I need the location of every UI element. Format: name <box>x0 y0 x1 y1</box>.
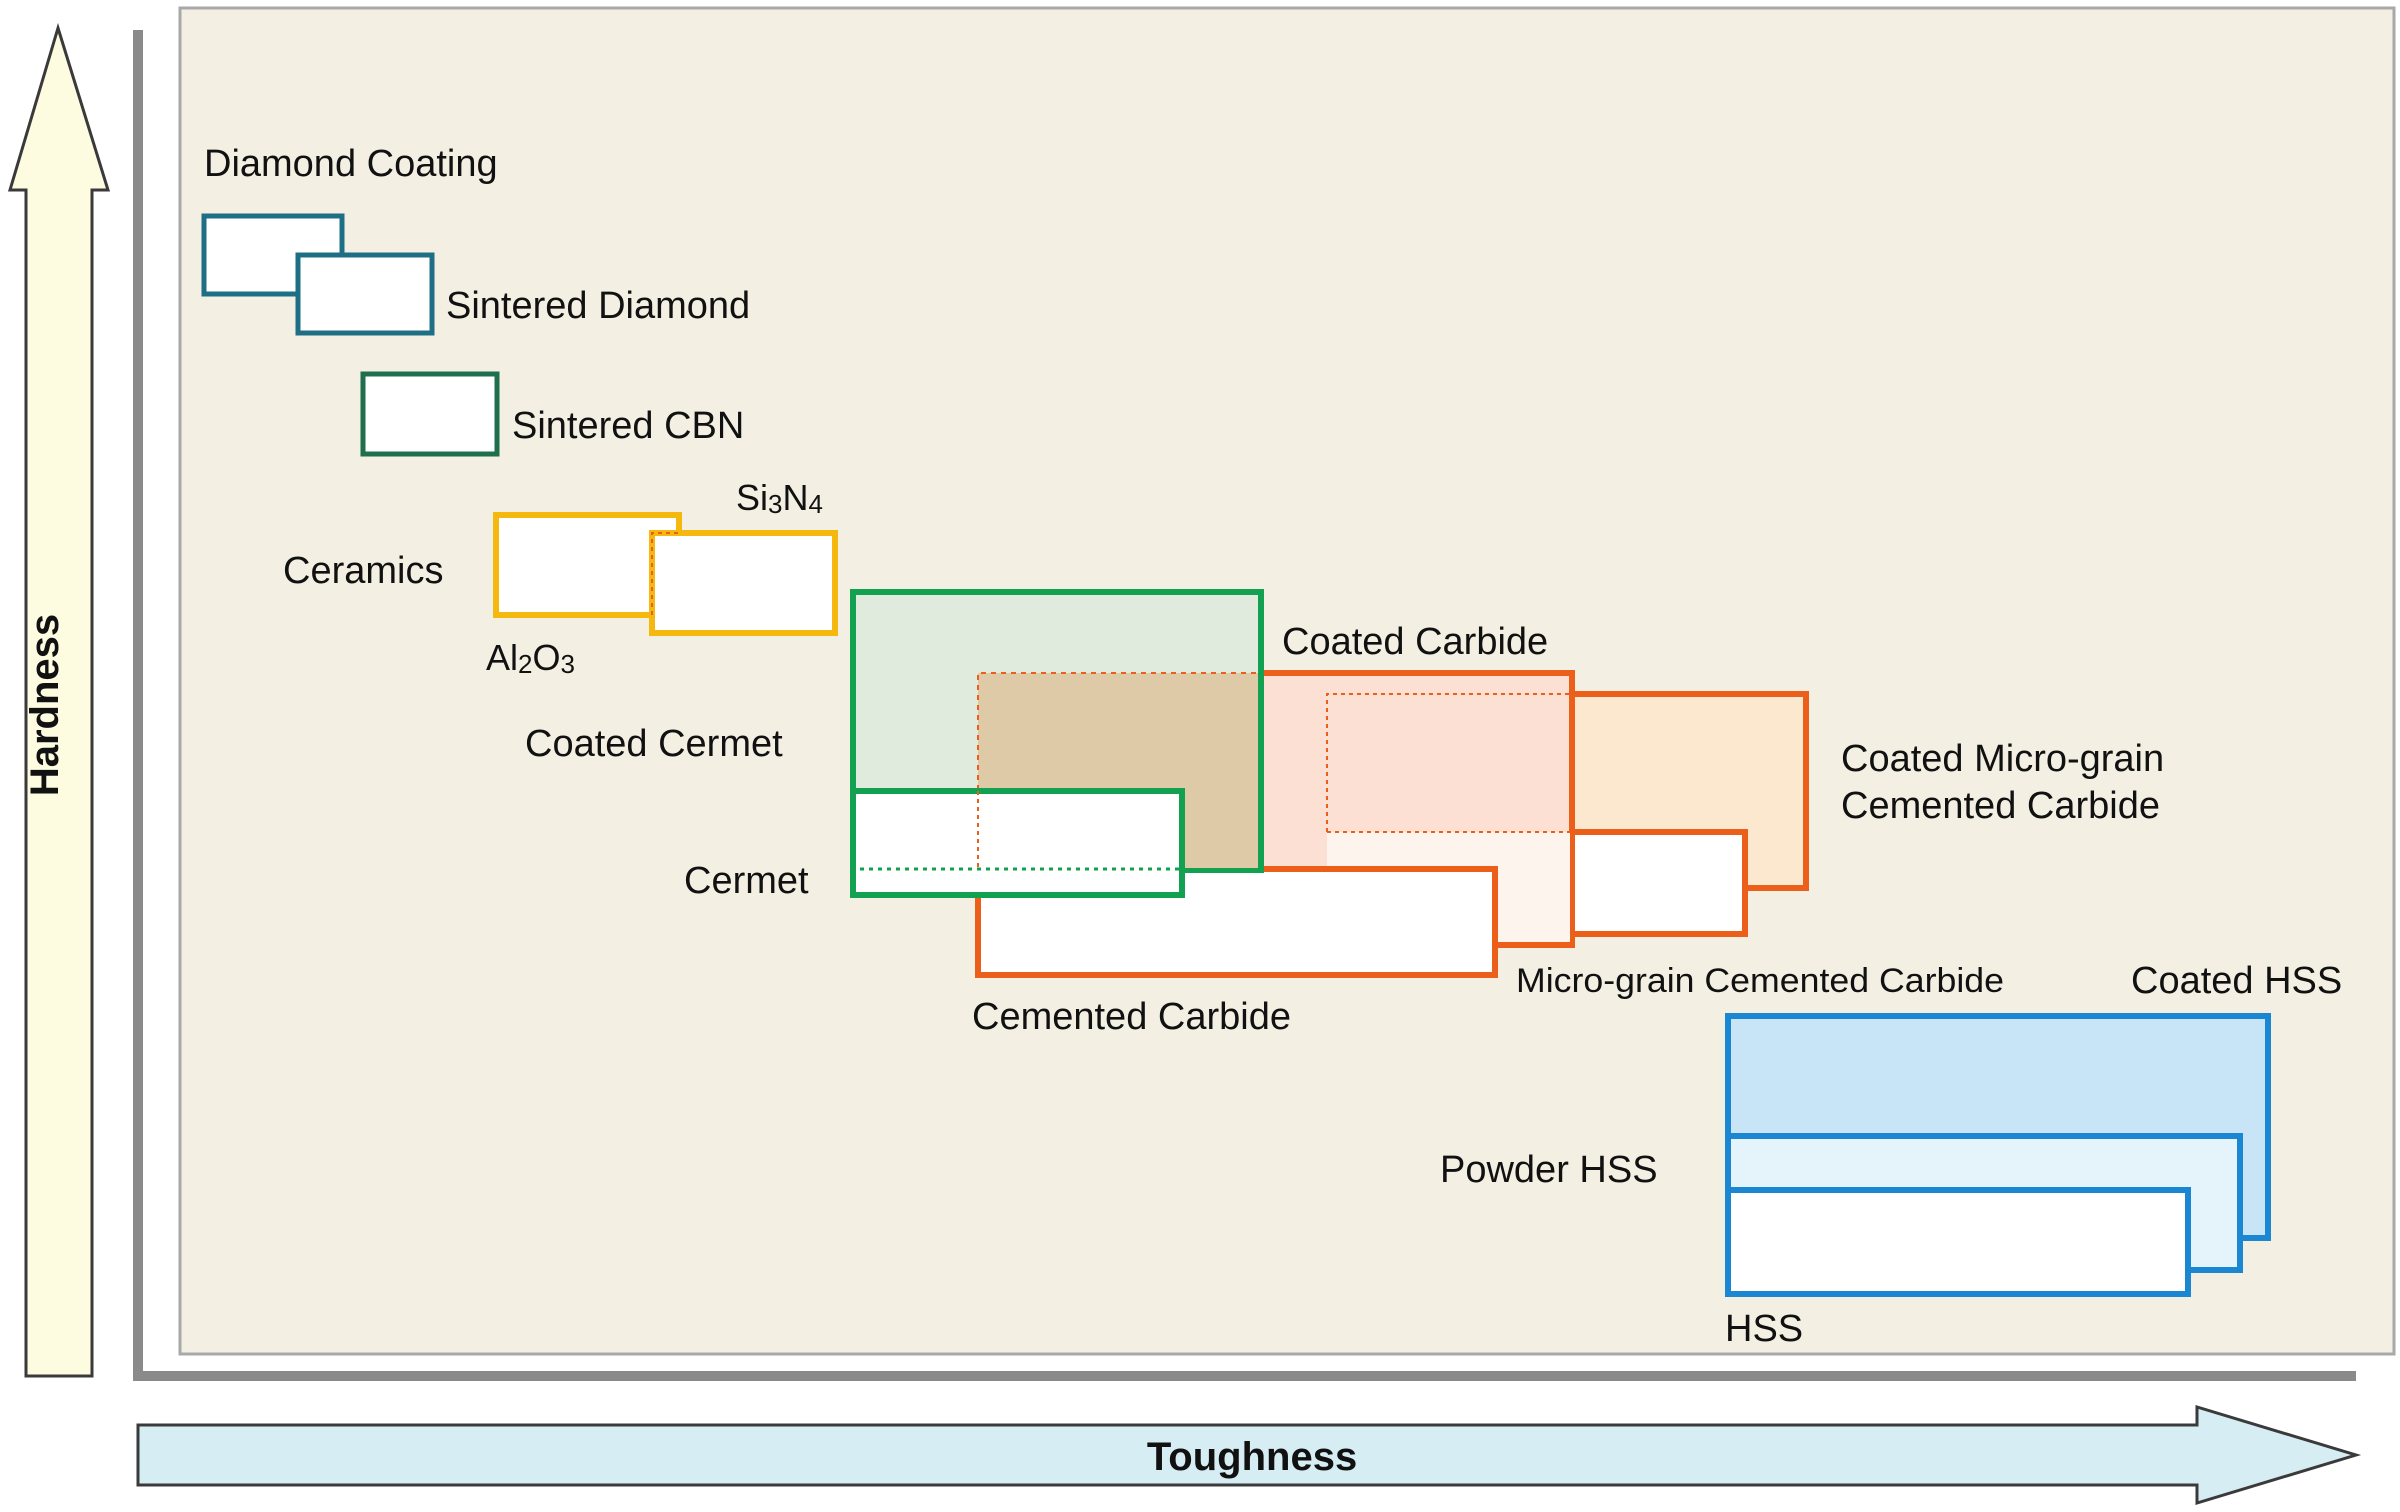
al2o3-label-sub2: 3 <box>561 649 575 679</box>
cemented-carbide-label: Cemented Carbide <box>972 996 1291 1038</box>
hardness-axis-label: Hardness <box>23 614 67 796</box>
si3n4-label-sub1: 3 <box>768 489 782 519</box>
si3n4-label-sub2: 4 <box>808 489 822 519</box>
coated-cermet-label: Coated Cermet <box>525 723 783 765</box>
toughness-axis-label: Toughness <box>1147 1435 1357 1479</box>
si3n4-label: Si3N4 <box>736 477 823 519</box>
al2o3-label-main: Al <box>486 637 518 678</box>
hss-box <box>1725 1187 2191 1297</box>
diamond-coating-label: Diamond Coating <box>204 143 498 185</box>
cermet-box <box>850 788 1185 898</box>
hardness-arrow <box>7 22 111 1378</box>
micro-grain-overlap-outline <box>1326 693 1570 833</box>
al2o3-label-sub1: 2 <box>518 649 532 679</box>
sintered-cbn-box <box>360 371 500 457</box>
hss-label: HSS <box>1725 1308 1803 1350</box>
micro-grain-cemented-carbide-label: Micro-grain Cemented Carbide <box>1516 962 2004 1000</box>
al2o3-label-mid: O <box>532 637 560 678</box>
al2o3-label: Al2O3 <box>486 637 575 679</box>
sintered-diamond-label: Sintered Diamond <box>446 285 750 327</box>
ceramics-label: Ceramics <box>283 550 443 592</box>
coated-micro-grain-label-line2: Cemented Carbide <box>1841 785 2160 827</box>
coated-micro-grain-label-line1: Coated Micro-grain <box>1841 738 2164 780</box>
axis-frame <box>133 30 2356 1381</box>
sintered-diamond-box <box>295 252 435 336</box>
al2o3-box <box>493 512 682 618</box>
powder-hss-label: Powder HSS <box>1440 1149 1658 1191</box>
coated-carbide-label: Coated Carbide <box>1282 621 1548 663</box>
si3n4-label-main: Si <box>736 477 768 518</box>
si3n4-box <box>649 530 838 636</box>
ceramics-overlap-outline <box>651 532 679 615</box>
coated-hss-label: Coated HSS <box>2131 960 2342 1002</box>
si3n4-label-mid: N <box>782 477 808 518</box>
toughness-arrow <box>136 1404 2362 1506</box>
sintered-cbn-label: Sintered CBN <box>512 405 744 447</box>
cermet-label: Cermet <box>684 860 809 902</box>
